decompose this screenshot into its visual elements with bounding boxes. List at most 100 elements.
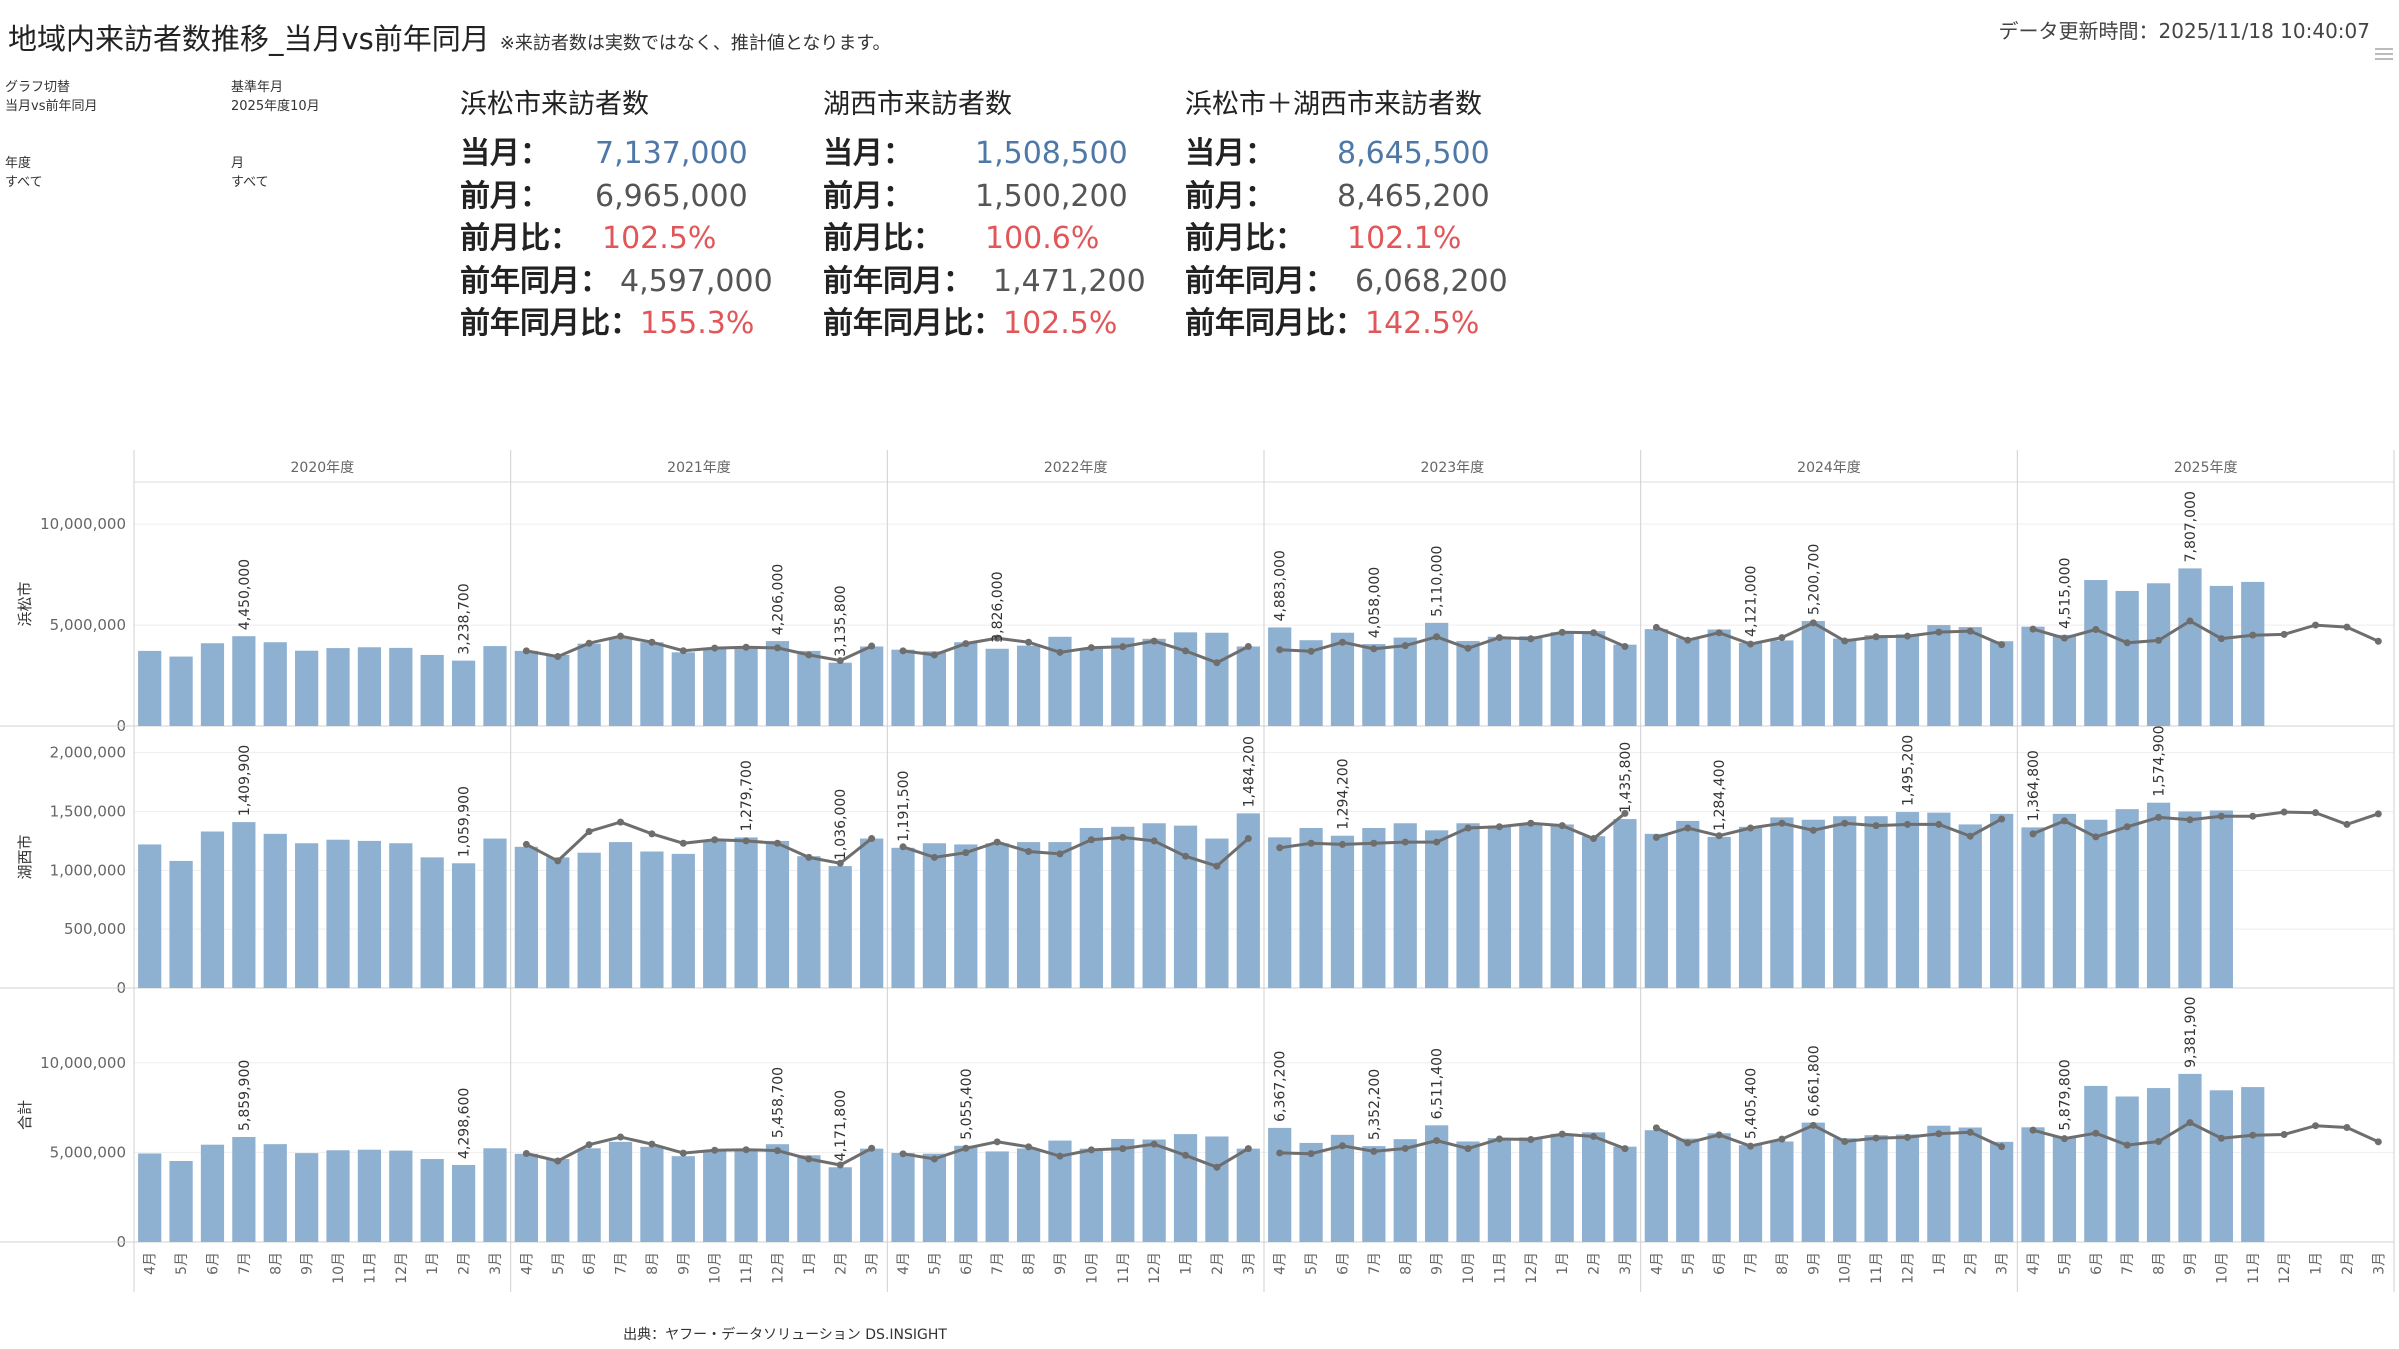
row-label: 当月： bbox=[823, 136, 913, 171]
data-label: 4,121,000 bbox=[1744, 566, 1760, 637]
filter-value[interactable]: 2025年度10月 bbox=[231, 99, 320, 114]
bar bbox=[1016, 645, 1041, 726]
data-label: 1,495,200 bbox=[1900, 735, 1916, 806]
bar bbox=[1487, 636, 1512, 726]
prev-year-point bbox=[2092, 626, 2100, 634]
month-tick-label: 1月 bbox=[1932, 1252, 1948, 1275]
bar bbox=[1236, 646, 1260, 726]
bar bbox=[1205, 1136, 1229, 1242]
prev-year-line bbox=[1279, 1132, 1626, 1156]
prev-year-point bbox=[1025, 638, 1033, 646]
prev-year-point bbox=[1841, 637, 1849, 645]
filter-month[interactable]: 月 すべて bbox=[231, 154, 269, 192]
prev-year-point bbox=[1307, 1150, 1315, 1158]
y-tick-label: 10,000,000 bbox=[40, 1054, 126, 1072]
filter-value[interactable]: すべて bbox=[231, 175, 269, 190]
prev-year-point bbox=[711, 836, 719, 844]
bar bbox=[703, 647, 727, 726]
prev-year-point bbox=[773, 1147, 781, 1155]
bar bbox=[640, 1146, 664, 1242]
prev-year-point bbox=[930, 1155, 938, 1163]
value-prev-month: 8,465,200 bbox=[1337, 178, 1490, 214]
prev-year-point bbox=[1966, 627, 1974, 635]
prev-year-point bbox=[1527, 635, 1535, 643]
prev-year-point bbox=[1087, 1146, 1095, 1154]
prev-year-point bbox=[2312, 621, 2320, 629]
bar bbox=[2178, 1073, 2202, 1242]
page-title-text: 地域内来訪者数推移_当月vs前年同月 bbox=[8, 22, 490, 56]
row-prev-year: 前年同月： 6,068,200 bbox=[1185, 261, 1508, 304]
visitor-trend-chart[interactable]: 2020年度 2021年度 2022年度 2023年度 2024年度 2025年度05,0… bbox=[0, 450, 2399, 1320]
month-tick-label: 8月 bbox=[645, 1252, 661, 1275]
bar bbox=[1330, 835, 1355, 988]
prev-year-point bbox=[1495, 823, 1503, 831]
menu-icon[interactable] bbox=[2375, 48, 2393, 60]
prev-year-point bbox=[1307, 839, 1315, 847]
bar bbox=[1801, 819, 1825, 988]
month-tick-label: 12月 bbox=[1524, 1252, 1540, 1284]
bar bbox=[326, 1150, 350, 1242]
bar bbox=[2146, 583, 2171, 726]
prev-year-point bbox=[2029, 625, 2037, 633]
bar bbox=[138, 650, 162, 726]
bar bbox=[1299, 1142, 1323, 1242]
prev-year-line bbox=[2032, 810, 2379, 839]
bar bbox=[326, 648, 350, 726]
page-title: 地域内来訪者数推移_当月vs前年同月 ※来訪者数は実数ではなく、推計値となります。 bbox=[8, 16, 891, 58]
filter-graph-switch[interactable]: グラフ切替 当月vs前年同月 bbox=[5, 78, 97, 116]
row-prev-year: 前年同月： 1,471,200 bbox=[823, 261, 1146, 304]
prev-year-point bbox=[1401, 642, 1409, 650]
month-tick-label: 12月 bbox=[394, 1252, 410, 1284]
filter-label: 基準年月 bbox=[231, 80, 284, 95]
prev-year-point bbox=[2155, 813, 2163, 821]
prev-year-point bbox=[2217, 1134, 2225, 1142]
prev-year-point bbox=[2029, 830, 2037, 838]
prev-year-point bbox=[1182, 1151, 1190, 1159]
month-tick-label: 9月 bbox=[1430, 1252, 1446, 1275]
bar bbox=[1990, 641, 2014, 726]
month-tick-label: 3月 bbox=[865, 1252, 881, 1275]
prev-year-point bbox=[2092, 833, 2100, 841]
filter-value[interactable]: 当月vs前年同月 bbox=[5, 99, 98, 114]
bar bbox=[1173, 825, 1198, 988]
month-tick-label: 4月 bbox=[2026, 1252, 2042, 1275]
bar bbox=[1581, 1132, 1606, 1242]
data-label: 1,484,200 bbox=[1241, 736, 1257, 807]
filter-base-month[interactable]: 基準年月 2025年度10月 bbox=[231, 78, 320, 116]
bar bbox=[577, 852, 601, 988]
filter-value[interactable]: すべて bbox=[5, 175, 43, 190]
estimate-note: ※来訪者数は実数ではなく、推計値となります。 bbox=[499, 33, 891, 54]
update-time: データ更新時間：2025/11/18 10:40:07 bbox=[1999, 15, 2370, 44]
update-time-label: データ更新時間： bbox=[1998, 19, 2159, 43]
prev-year-point bbox=[2374, 637, 2382, 645]
value-mom: 102.1% bbox=[1347, 221, 1462, 256]
bar bbox=[295, 650, 319, 726]
bar bbox=[451, 1164, 476, 1242]
row-label: 前月比： bbox=[823, 221, 943, 256]
prev-year-point bbox=[648, 1140, 656, 1148]
value-prev-month: 1,500,200 bbox=[975, 178, 1128, 214]
bar bbox=[2241, 581, 2265, 726]
update-time-value: 2025/11/18 10:40:07 bbox=[2158, 19, 2370, 43]
prev-year-point bbox=[868, 642, 876, 650]
data-label: 1,191,500 bbox=[896, 771, 912, 842]
bar bbox=[169, 860, 193, 988]
bar bbox=[1738, 826, 1763, 988]
bar bbox=[1456, 1141, 1480, 1242]
bar bbox=[1801, 621, 1825, 726]
data-label: 5,879,800 bbox=[2057, 1059, 2073, 1130]
prev-year-line bbox=[2032, 1120, 2379, 1147]
bar bbox=[1111, 1138, 1135, 1242]
prev-year-line bbox=[526, 634, 873, 663]
month-tick-label: 4月 bbox=[1273, 1252, 1289, 1275]
filter-label: 月 bbox=[231, 156, 245, 171]
bar bbox=[860, 838, 884, 988]
prev-year-point bbox=[1809, 619, 1817, 627]
prev-year-point bbox=[1338, 638, 1346, 646]
bar bbox=[1048, 842, 1072, 988]
bar bbox=[1990, 813, 2014, 988]
bar bbox=[891, 1152, 915, 1242]
bar bbox=[514, 846, 538, 988]
filter-fiscal-year[interactable]: 年度 すべて bbox=[5, 154, 43, 192]
prev-year-line bbox=[1655, 1123, 2003, 1149]
